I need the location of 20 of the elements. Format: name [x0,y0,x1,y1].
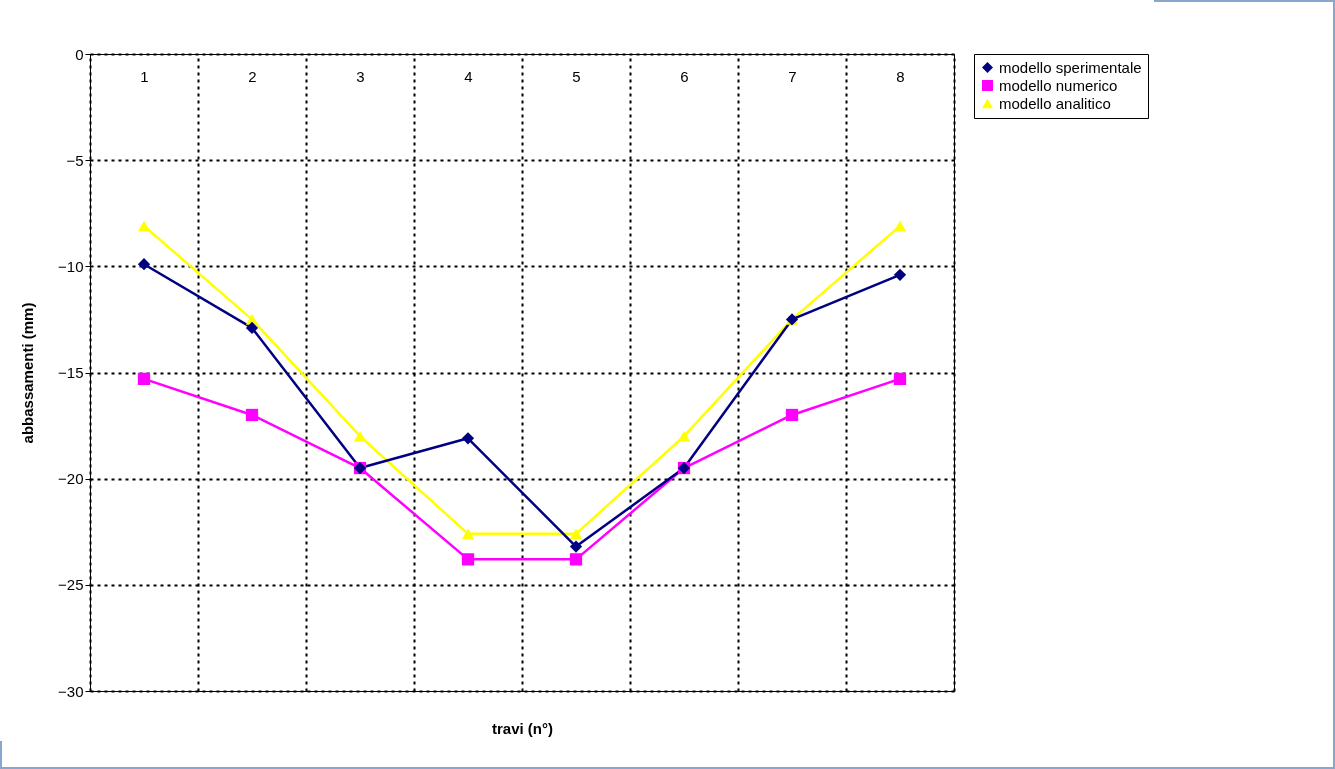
x-tick-label: 3 [356,67,365,85]
x-tick-label: 4 [464,67,473,85]
x-tick-label: 2 [248,67,257,85]
y-tick-label: −20 [58,470,84,488]
y-tick-label: 0 [75,45,84,63]
x-tick-label: 6 [680,67,689,85]
y-tick-label: −25 [58,576,84,594]
y-tick-label: −5 [66,151,84,169]
x-tick-label: 8 [896,67,905,85]
x-tick-label: 1 [140,67,149,85]
x-tick-label: 7 [788,67,797,85]
legend-label: modello analitico [999,94,1111,112]
y-axis-title: abbassamenti (mm) [19,302,37,444]
y-tick-label: −30 [58,682,84,700]
x-tick-label: 5 [572,67,581,85]
y-tick-label: −10 [58,257,84,275]
y-tick-label: −15 [58,364,84,381]
legend-label: modello sperimentale [999,58,1142,76]
legend-label: modello numerico [999,76,1118,94]
x-axis-title: travi (n°) [491,719,554,737]
